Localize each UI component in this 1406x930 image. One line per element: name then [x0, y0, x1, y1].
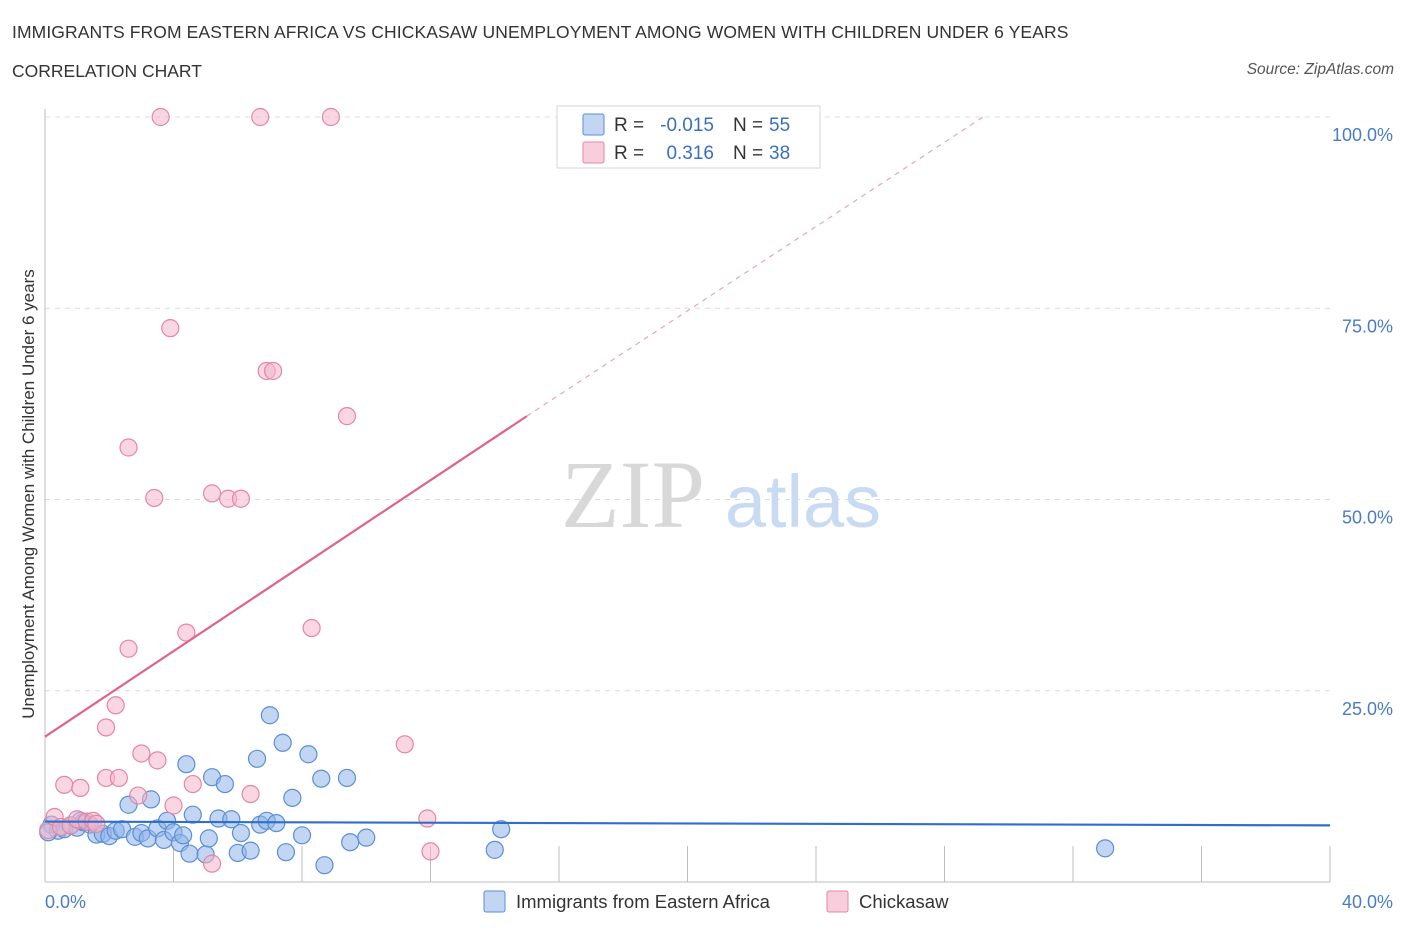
point-chickasaw [321, 107, 341, 127]
point-immigrants [231, 823, 251, 843]
y-tick-label-100: 100.0% [1332, 125, 1393, 145]
point-chickasaw [55, 775, 74, 794]
point-immigrants [341, 833, 360, 852]
point-chickasaw [96, 718, 116, 737]
y-tick-label-50: 50.0% [1342, 508, 1393, 528]
point-chickasaw [106, 696, 125, 715]
point-immigrants [292, 826, 312, 845]
point-chickasaw [202, 854, 222, 873]
tick-labels: 25.0% 50.0% 75.0% 100.0% 0.0% 40.0% [45, 125, 1393, 912]
trend-line-immigrants [44, 820, 1331, 827]
point-chickasaw [164, 796, 183, 815]
point-chickasaw [151, 107, 170, 127]
point-chickasaw [418, 809, 437, 828]
watermark-atlas: atlas [725, 460, 881, 543]
point-immigrants [485, 840, 504, 859]
point-immigrants [299, 745, 318, 764]
legend-swatch-immigrants [582, 113, 605, 136]
y-tick-label-75: 75.0% [1342, 316, 1393, 336]
trend-lines [44, 116, 1331, 827]
point-immigrants [177, 755, 196, 774]
watermark: ZIP atlas [561, 441, 881, 548]
point-immigrants [199, 829, 218, 848]
point-chickasaw [71, 778, 90, 798]
point-chickasaw [263, 361, 283, 381]
point-immigrants [180, 844, 199, 863]
point-chickasaw [177, 623, 196, 642]
point-chickasaw [145, 488, 164, 508]
y-axis-title: Unemployment Among Women with Children U… [19, 269, 38, 718]
bottom-legend-swatch-chickasaw [826, 890, 849, 913]
x-tick-label-max: 40.0% [1342, 892, 1393, 912]
point-chickasaw [231, 489, 251, 508]
legend-n-value-chickasaw: 38 [769, 143, 790, 164]
point-chickasaw [337, 407, 357, 426]
point-chickasaw [395, 735, 414, 754]
legend-r-value-chickasaw: 0.316 [666, 143, 714, 164]
legend-swatch-chickasaw [582, 141, 605, 164]
point-immigrants [247, 749, 267, 768]
point-immigrants [315, 856, 334, 875]
point-chickasaw [119, 438, 138, 457]
point-immigrants [276, 843, 296, 862]
point-chickasaw [183, 774, 202, 794]
point-immigrants [241, 841, 260, 860]
bottom-legend-label-immigrants: Immigrants from Eastern Africa [516, 891, 771, 912]
point-chickasaw [302, 618, 321, 638]
point-chickasaw [132, 744, 151, 763]
point-chickasaw [119, 639, 138, 658]
legend-r-value-immigrants: -0.015 [660, 115, 714, 136]
point-chickasaw [251, 107, 270, 127]
legend-n-label-chickasaw: N = [733, 143, 763, 164]
point-chickasaw [109, 768, 128, 788]
point-immigrants [283, 788, 302, 807]
legend-n-value-immigrants: 55 [769, 115, 790, 136]
point-chickasaw [148, 751, 167, 770]
point-immigrants [273, 733, 292, 752]
grid-lines [45, 116, 1330, 692]
point-immigrants [312, 769, 331, 788]
point-chickasaw [202, 484, 222, 503]
point-immigrants [174, 826, 193, 845]
point-chickasaw [241, 784, 260, 804]
point-chickasaw [87, 814, 106, 833]
axes [44, 109, 1331, 883]
source-credit: Source: ZipAtlas.com [1246, 61, 1394, 78]
chart-title: IMMIGRANTS FROM EASTERN AFRICA VS CHICKA… [12, 22, 1069, 42]
point-immigrants [492, 820, 511, 839]
trend-extension-chickasaw [526, 116, 984, 417]
legend-r-label-immigrants: R = [614, 115, 644, 136]
point-immigrants [215, 774, 234, 794]
series-legend: Immigrants from Eastern Africa Chickasaw [483, 890, 949, 913]
y-tick-label-25: 25.0% [1342, 699, 1393, 719]
point-chickasaw [421, 842, 440, 861]
x-tick-label-min: 0.0% [45, 892, 86, 912]
point-immigrants [260, 706, 279, 725]
bottom-legend-swatch-immigrants [483, 890, 506, 913]
legend-r-label-chickasaw: R = [614, 143, 644, 164]
point-immigrants [337, 768, 357, 788]
chart-subtitle: CORRELATION CHART [12, 61, 202, 81]
point-immigrants [183, 805, 202, 824]
point-immigrants [222, 810, 241, 829]
point-chickasaw [129, 786, 148, 805]
point-immigrants [357, 828, 376, 847]
correlation-legend: R = -0.015 N = 55 R = 0.316 N = 38 [556, 105, 821, 169]
point-chickasaw [161, 319, 180, 338]
point-immigrants [1096, 839, 1115, 858]
watermark-zip: ZIP [561, 441, 705, 548]
bottom-legend-label-chickasaw: Chickasaw [859, 891, 949, 912]
legend-n-label-immigrants: N = [733, 115, 763, 136]
data-points [39, 107, 1115, 875]
trend-line-chickasaw [44, 415, 528, 738]
